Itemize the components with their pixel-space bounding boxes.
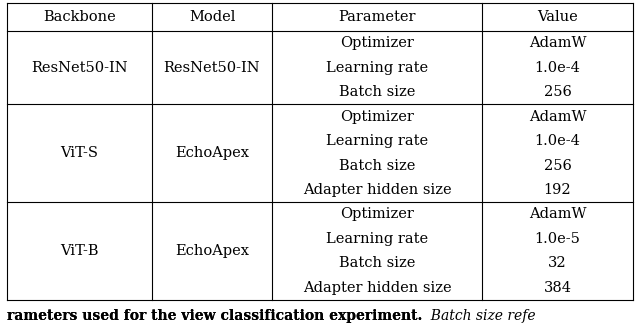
- Text: Parameter: Parameter: [339, 10, 416, 24]
- Text: Batch size: Batch size: [339, 85, 415, 99]
- Text: ResNet50-IN: ResNet50-IN: [31, 61, 128, 75]
- Text: Optimizer: Optimizer: [340, 208, 414, 221]
- Text: Optimizer: Optimizer: [340, 110, 414, 123]
- Text: Optimizer: Optimizer: [340, 36, 414, 50]
- Text: Batch size refe: Batch size refe: [422, 309, 536, 323]
- Text: 384: 384: [543, 281, 572, 295]
- Text: ResNet50-IN: ResNet50-IN: [164, 61, 260, 75]
- Text: AdamW: AdamW: [529, 208, 586, 221]
- Text: Adapter hidden size: Adapter hidden size: [303, 281, 451, 295]
- Text: Learning rate: Learning rate: [326, 134, 428, 148]
- Text: ViT-S: ViT-S: [61, 146, 99, 160]
- Text: Backbone: Backbone: [43, 10, 116, 24]
- Text: 1.0e-4: 1.0e-4: [534, 134, 580, 148]
- Text: Adapter hidden size: Adapter hidden size: [303, 183, 451, 197]
- Text: EchoApex: EchoApex: [175, 146, 249, 160]
- Text: 1.0e-5: 1.0e-5: [534, 232, 580, 246]
- Text: Model: Model: [189, 10, 235, 24]
- Text: 256: 256: [543, 159, 572, 172]
- Text: AdamW: AdamW: [529, 110, 586, 123]
- Text: 256: 256: [543, 85, 572, 99]
- Text: rameters used for the view classification experiment.: rameters used for the view classificatio…: [7, 309, 422, 323]
- Text: 192: 192: [544, 183, 572, 197]
- Text: Batch size: Batch size: [339, 256, 415, 270]
- Text: 32: 32: [548, 256, 567, 270]
- Text: Value: Value: [537, 10, 578, 24]
- Text: EchoApex: EchoApex: [175, 244, 249, 258]
- Text: Batch size: Batch size: [339, 159, 415, 172]
- Text: Learning rate: Learning rate: [326, 232, 428, 246]
- Text: 1.0e-4: 1.0e-4: [534, 61, 580, 75]
- Text: ViT-B: ViT-B: [60, 244, 99, 258]
- Text: Learning rate: Learning rate: [326, 61, 428, 75]
- Text: AdamW: AdamW: [529, 36, 586, 50]
- Text: rameters used for the view classification experiment.: rameters used for the view classificatio…: [7, 309, 422, 323]
